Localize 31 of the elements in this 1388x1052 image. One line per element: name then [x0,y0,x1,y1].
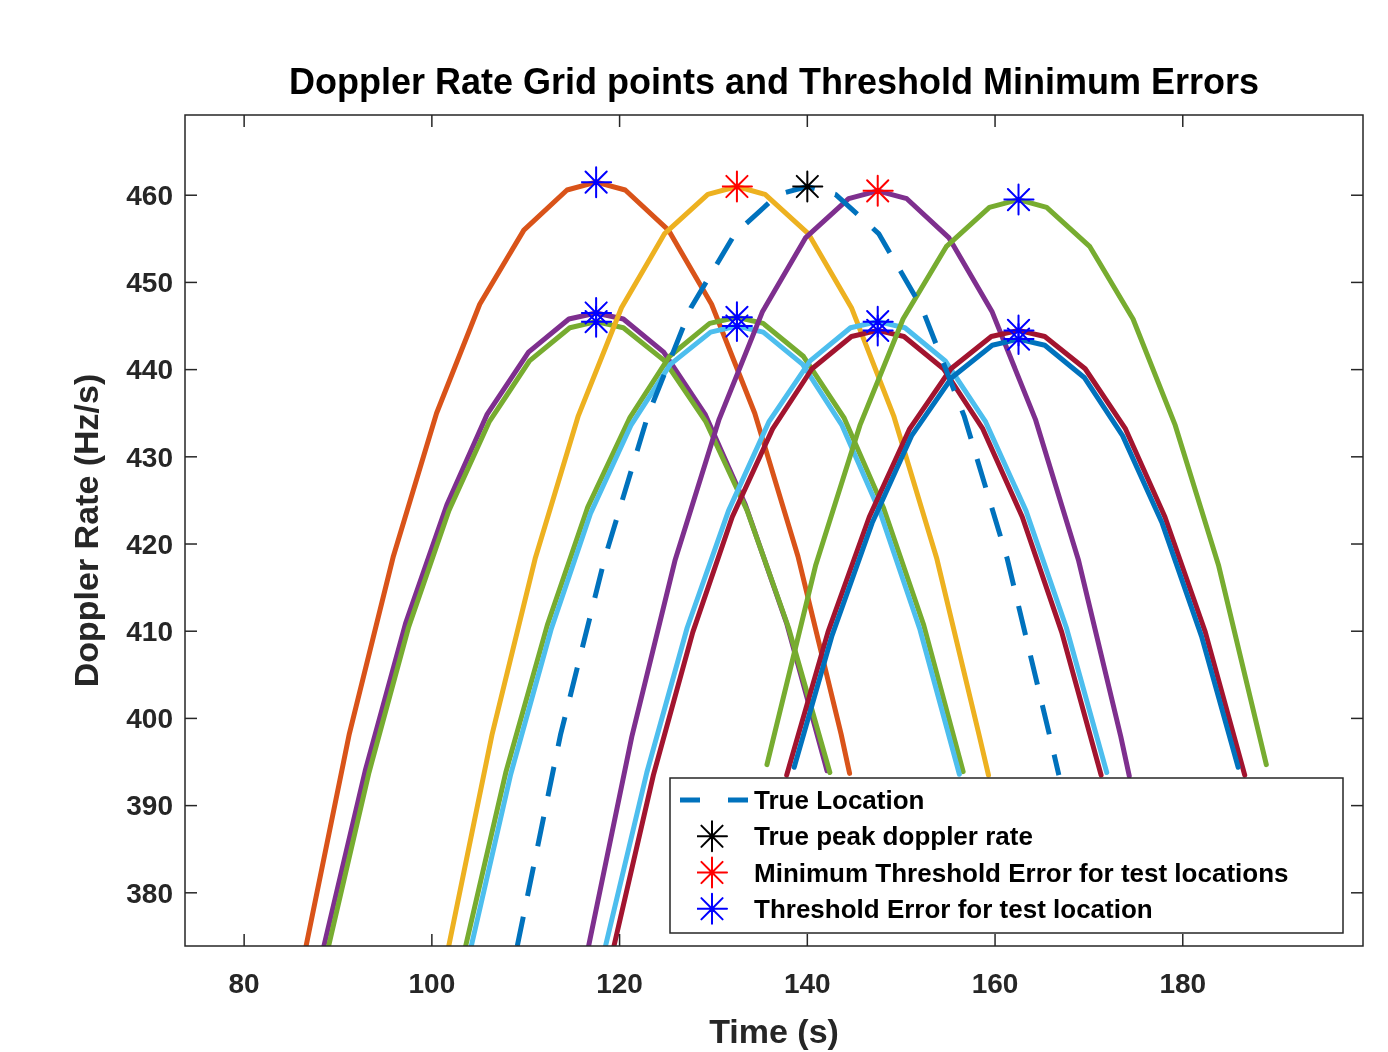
point [1002,323,1035,356]
y-tick-label: 380 [126,877,173,909]
x-tick-label: 160 [971,968,1019,999]
y-tick-label: 400 [126,703,173,735]
point [580,166,613,199]
x-tick-label: 120 [596,968,643,999]
y-tick-label: 410 [126,616,173,648]
point [720,170,753,203]
y-tick-label: 420 [126,528,173,560]
y-tick-label: 390 [126,790,173,822]
chart-title: Doppler Rate Grid points and Threshold Minimum Errors [288,61,1260,102]
point [861,314,894,347]
legend-label: Minimum Threshold Error for test locations [754,857,1289,888]
y-tick-label: 440 [126,354,173,386]
point [1002,183,1035,216]
x-tick-label: 140 [783,968,831,999]
y-tick-label: 450 [126,267,173,299]
point [580,305,613,338]
y-tick-label: 460 [126,180,173,212]
legend-label: True peak doppler rate [754,821,1033,852]
x-tick-label: 180 [1159,968,1207,999]
y-axis-title: Doppler Rate (Hz/s) [67,373,105,688]
x-tick-label: 80 [228,968,260,999]
point [791,170,824,203]
x-axis-title: Time (s) [709,1012,839,1050]
point [720,310,753,343]
legend-label: Threshold Error for test location [754,893,1153,924]
point [861,174,894,207]
y-tick-label: 430 [126,441,173,473]
x-tick-label: 100 [408,968,456,999]
legend-label: True Location [754,785,925,816]
